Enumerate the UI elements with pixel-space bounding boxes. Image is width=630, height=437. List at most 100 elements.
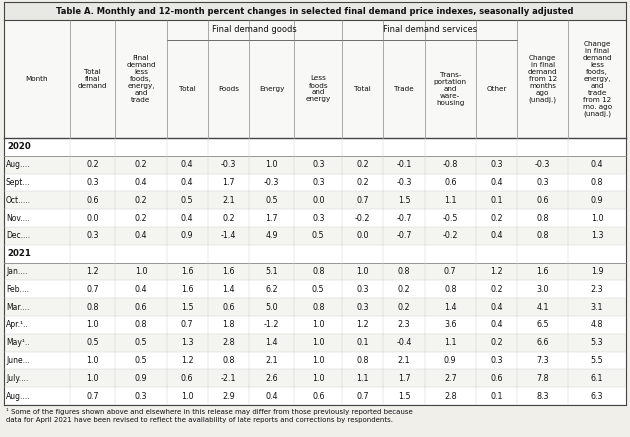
Text: 0.2: 0.2 xyxy=(135,160,147,169)
Text: Change
in final
demand
less
foods,
energy,
and
trade
from 12
mo. ago
(unadj.): Change in final demand less foods, energ… xyxy=(582,41,612,117)
Bar xyxy=(4,138,626,156)
Text: 1.1: 1.1 xyxy=(444,338,457,347)
Text: 0.2: 0.2 xyxy=(222,214,235,222)
Text: 0.2: 0.2 xyxy=(357,160,369,169)
Bar xyxy=(4,191,626,209)
Text: -0.3: -0.3 xyxy=(220,160,236,169)
Bar xyxy=(4,298,626,316)
Text: Change
in final
demand
from 12
months
ago
(unadj.): Change in final demand from 12 months ag… xyxy=(528,55,558,103)
Text: 6.3: 6.3 xyxy=(591,392,604,401)
Text: 0.8: 0.8 xyxy=(591,178,604,187)
Text: Table A. Monthly and 12-month percent changes in selected final demand price ind: Table A. Monthly and 12-month percent ch… xyxy=(56,7,574,15)
Text: 1.5: 1.5 xyxy=(398,196,410,205)
Text: 4.9: 4.9 xyxy=(265,232,278,240)
Text: 0.8: 0.8 xyxy=(536,214,549,222)
Text: 0.2: 0.2 xyxy=(86,160,99,169)
Text: 2.3: 2.3 xyxy=(591,285,604,294)
Text: 0.3: 0.3 xyxy=(86,178,99,187)
Text: 0.6: 0.6 xyxy=(181,374,193,383)
Text: 1.0: 1.0 xyxy=(265,160,278,169)
Text: 0.3: 0.3 xyxy=(135,392,147,401)
Text: 6.5: 6.5 xyxy=(536,320,549,329)
Text: 0.2: 0.2 xyxy=(135,196,147,205)
Text: -0.7: -0.7 xyxy=(396,232,412,240)
Text: -2.1: -2.1 xyxy=(220,374,236,383)
Text: 0.3: 0.3 xyxy=(357,302,369,312)
Text: 2.1: 2.1 xyxy=(398,356,410,365)
Text: 0.8: 0.8 xyxy=(398,267,410,276)
Text: 1.0: 1.0 xyxy=(312,320,324,329)
Text: 7.8: 7.8 xyxy=(536,374,549,383)
Text: 0.0: 0.0 xyxy=(86,214,99,222)
Text: 6.2: 6.2 xyxy=(265,285,278,294)
Text: 0.1: 0.1 xyxy=(357,338,369,347)
Text: 0.8: 0.8 xyxy=(357,356,369,365)
Text: Apr.¹..: Apr.¹.. xyxy=(6,320,29,329)
Text: 0.8: 0.8 xyxy=(312,267,324,276)
Text: 3.0: 3.0 xyxy=(536,285,549,294)
Text: Energy: Energy xyxy=(259,86,284,92)
Text: 0.6: 0.6 xyxy=(444,178,457,187)
Text: 1.6: 1.6 xyxy=(181,285,193,294)
Text: 0.4: 0.4 xyxy=(265,392,278,401)
Text: 1.0: 1.0 xyxy=(591,214,604,222)
Text: 0.4: 0.4 xyxy=(135,178,147,187)
Text: Less
foods
and
energy: Less foods and energy xyxy=(306,76,331,103)
Text: 1.0: 1.0 xyxy=(181,392,193,401)
Text: 0.9: 0.9 xyxy=(591,196,604,205)
Text: -0.3: -0.3 xyxy=(396,178,412,187)
Text: -0.2: -0.2 xyxy=(355,214,370,222)
Bar xyxy=(4,20,626,138)
Text: 2.8: 2.8 xyxy=(444,392,457,401)
Text: 3.6: 3.6 xyxy=(444,320,457,329)
Text: 0.2: 0.2 xyxy=(490,214,503,222)
Text: 0.7: 0.7 xyxy=(357,392,369,401)
Text: 0.1: 0.1 xyxy=(490,196,503,205)
Text: 0.3: 0.3 xyxy=(357,285,369,294)
Text: -1.2: -1.2 xyxy=(264,320,280,329)
Text: 2.1: 2.1 xyxy=(265,356,278,365)
Text: 0.7: 0.7 xyxy=(181,320,193,329)
Bar xyxy=(4,173,626,191)
Text: Foods: Foods xyxy=(218,86,239,92)
Text: 0.7: 0.7 xyxy=(86,285,99,294)
Text: -0.5: -0.5 xyxy=(442,214,458,222)
Text: -0.3: -0.3 xyxy=(264,178,279,187)
Text: 0.8: 0.8 xyxy=(444,285,457,294)
Bar xyxy=(4,316,626,334)
Text: 0.7: 0.7 xyxy=(357,196,369,205)
Text: Final demand services: Final demand services xyxy=(382,25,477,35)
Text: Oct.....: Oct..... xyxy=(6,196,31,205)
Text: Dec....: Dec.... xyxy=(6,232,30,240)
Text: 5.3: 5.3 xyxy=(591,338,604,347)
Text: 0.2: 0.2 xyxy=(398,302,410,312)
Text: 1.5: 1.5 xyxy=(181,302,193,312)
Text: 5.5: 5.5 xyxy=(591,356,604,365)
Text: -0.8: -0.8 xyxy=(443,160,458,169)
Text: 0.3: 0.3 xyxy=(86,232,99,240)
Text: -0.1: -0.1 xyxy=(396,160,412,169)
Text: Trans-
portation
and
ware-
housing: Trans- portation and ware- housing xyxy=(434,72,467,106)
Text: 0.4: 0.4 xyxy=(135,285,147,294)
Text: 0.9: 0.9 xyxy=(181,232,193,240)
Text: 1.0: 1.0 xyxy=(312,356,324,365)
Text: 0.3: 0.3 xyxy=(490,356,503,365)
Text: 2.6: 2.6 xyxy=(265,374,278,383)
Text: 0.4: 0.4 xyxy=(490,178,503,187)
Text: 1.0: 1.0 xyxy=(312,338,324,347)
Text: 0.5: 0.5 xyxy=(312,232,324,240)
Bar xyxy=(4,334,626,352)
Text: 0.5: 0.5 xyxy=(265,196,278,205)
Text: 0.4: 0.4 xyxy=(181,214,193,222)
Text: 0.3: 0.3 xyxy=(536,178,549,187)
Text: 7.3: 7.3 xyxy=(536,356,549,365)
Text: Mar....: Mar.... xyxy=(6,302,30,312)
Text: Month: Month xyxy=(26,76,49,82)
Text: 1.2: 1.2 xyxy=(86,267,99,276)
Text: Total
final
demand: Total final demand xyxy=(78,69,108,89)
Text: June...: June... xyxy=(6,356,30,365)
Text: 0.5: 0.5 xyxy=(181,196,193,205)
Text: 6.6: 6.6 xyxy=(536,338,549,347)
Text: 0.6: 0.6 xyxy=(536,196,549,205)
Text: Jan....: Jan.... xyxy=(6,267,27,276)
